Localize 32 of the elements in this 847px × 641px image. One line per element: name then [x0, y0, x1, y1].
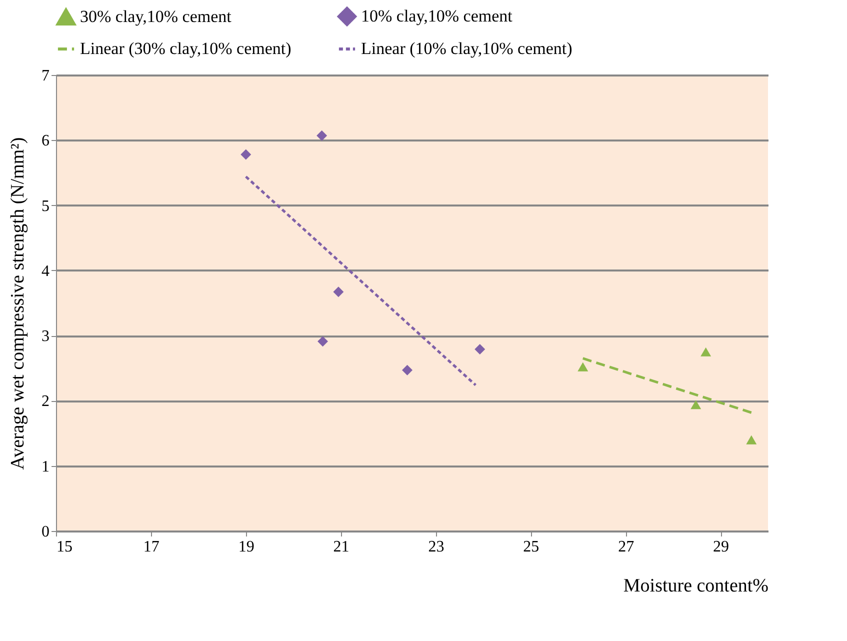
point: [333, 286, 344, 298]
legend-label: 30% clay,10% cement: [80, 7, 232, 26]
y-tick-label: 2: [42, 393, 50, 410]
point: [474, 344, 486, 354]
y-tick-label: 3: [42, 328, 50, 346]
point: [316, 130, 328, 141]
x-tick-label: 15: [56, 538, 72, 556]
point: [700, 347, 712, 356]
legend-label: 10% clay,10% cement: [361, 6, 513, 26]
x-tick-label: 19: [238, 538, 254, 556]
point: [746, 435, 757, 444]
point: [240, 149, 252, 160]
y-tick-label: 6: [42, 132, 50, 150]
point: [402, 364, 412, 376]
y-axis-title: Average wet compressive strength (N/mm²): [8, 137, 28, 470]
point: [578, 362, 588, 372]
y-tick-label: 4: [42, 262, 50, 280]
y-tick-label: 1: [42, 458, 50, 476]
point: [318, 336, 328, 347]
x-tick-label: 25: [523, 538, 540, 556]
y-tick-label: 7: [42, 68, 50, 84]
point: [690, 400, 702, 410]
y-tick-label: 5: [42, 198, 50, 215]
x-tick-label: 27: [618, 538, 634, 556]
x-tick-label: 23: [428, 538, 444, 556]
legend-label: Linear (10% clay,10% cement): [361, 39, 572, 58]
x-tick-label: 21: [333, 538, 350, 556]
y-tick-label: 0: [42, 524, 50, 540]
x-tick-label: 29: [713, 538, 730, 556]
x-tick-label: 17: [143, 538, 160, 556]
legend-label: Linear (30% clay,10% cement): [80, 39, 292, 58]
x-axis-title: Moisture content%: [623, 576, 769, 596]
